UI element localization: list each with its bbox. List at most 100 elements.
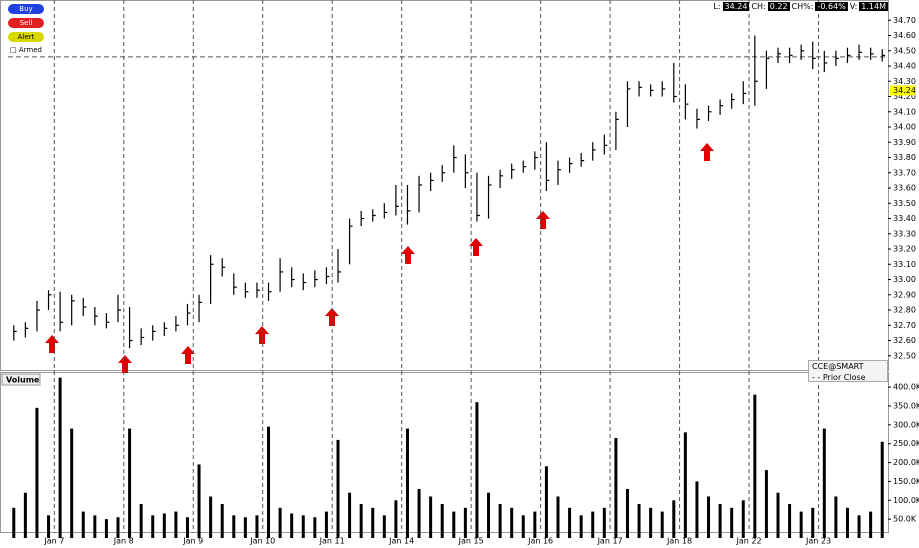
status-value: 34.24 [722, 2, 750, 11]
legend: CCE@SMART - - Prior Close [808, 360, 888, 382]
volume-bar [498, 504, 502, 538]
x-tick-label: Jan 22 [736, 537, 762, 546]
arrow [401, 246, 415, 264]
volume-bar [741, 500, 745, 538]
y-tick-label: 32.60 [893, 336, 916, 345]
armed-label[interactable]: □ Armed [10, 46, 42, 54]
y-tick-label: 300.0K [893, 420, 919, 429]
volume-bar [510, 507, 514, 538]
volume-bar [23, 492, 27, 538]
y-tick-label: 34.10 [893, 107, 916, 116]
y-tick-label: 33.20 [893, 245, 916, 254]
status-label: CH: [751, 2, 766, 11]
volume-bar [764, 470, 768, 538]
status-label: CH%: [791, 2, 814, 11]
volume-bar [429, 496, 433, 538]
x-tick-label: Jan 16 [527, 537, 553, 546]
volume-bar [602, 507, 606, 538]
arrow [181, 346, 195, 364]
arrow [700, 143, 714, 161]
alert-button[interactable]: Alert [8, 32, 44, 42]
volume-bar [371, 507, 375, 538]
volume-bar [209, 496, 213, 538]
volume-bar [695, 481, 699, 538]
volume-bar [788, 504, 792, 538]
status-value: 1.14M [859, 2, 888, 11]
volume-bar [290, 513, 294, 538]
volume-bar [776, 492, 780, 538]
volume-bar [70, 428, 74, 538]
y-tick-label: 34.60 [893, 31, 916, 40]
y-tick-label: 32.70 [893, 321, 916, 330]
sell-button[interactable]: Sell [8, 18, 44, 28]
volume-bar [220, 504, 224, 538]
volume-bar [579, 515, 583, 538]
volume-bar [799, 511, 803, 538]
y-tick-label: 34.70 [893, 16, 916, 25]
volume-bar [197, 464, 201, 538]
y-tick-label: 33.40 [893, 214, 916, 223]
volume-bar [12, 507, 16, 538]
volume-bar [185, 517, 189, 538]
volume-bar [58, 377, 62, 538]
volume-bar [35, 407, 39, 538]
volume-bar [104, 519, 108, 538]
x-tick-label: Jan 7 [43, 537, 64, 546]
y-tick-label: 34.30 [893, 77, 916, 86]
volume-bar [544, 466, 548, 538]
x-tick-label: Jan 9 [182, 537, 203, 546]
volume-title: Volume [6, 376, 40, 385]
y-tick-label: 34.40 [893, 62, 916, 71]
x-tick-label: Jan 23 [805, 537, 831, 546]
y-tick-label: 34.00 [893, 123, 916, 132]
y-tick-label: 32.90 [893, 290, 916, 299]
y-tick-label: 50.0K [893, 515, 917, 524]
volume-bar [591, 511, 595, 538]
x-tick-label: Jan 14 [388, 537, 414, 546]
volume-bar [822, 428, 826, 538]
x-tick-label: Jan 15 [458, 537, 484, 546]
volume-bar [533, 511, 537, 538]
volume-bar [869, 511, 873, 538]
x-tick-label: Jan 17 [597, 537, 623, 546]
volume-bar [81, 511, 85, 538]
y-tick-label: 33.70 [893, 168, 916, 177]
volume-bar [151, 515, 155, 538]
volume-bar [394, 500, 398, 538]
y-tick-label: 33.90 [893, 138, 916, 147]
status-label: L: [713, 2, 721, 11]
volume-bar [47, 515, 51, 538]
signal-arrows [45, 143, 714, 373]
x-tick-label: Jan 10 [249, 537, 275, 546]
y-tick-label: 32.80 [893, 306, 916, 315]
y-tick-label: 350.0K [893, 401, 919, 410]
volume-bar [232, 515, 236, 538]
status-label: V: [849, 2, 858, 11]
buy-button[interactable]: Buy [8, 4, 44, 14]
volume-bar [243, 517, 247, 538]
legend-prior-close-text: Prior Close [822, 373, 866, 382]
y-tick-label: 33.60 [893, 184, 916, 193]
volume-bar [452, 511, 456, 538]
volume-bar [811, 507, 815, 538]
volume-bar [753, 394, 757, 538]
y-tick-label: 33.30 [893, 229, 916, 238]
arrow [45, 335, 59, 353]
volume-bar [683, 432, 687, 538]
volume-bar [834, 496, 838, 538]
volume-bar [359, 504, 363, 538]
volume-bar [313, 517, 317, 538]
y-tick-label: 33.50 [893, 199, 916, 208]
volume-bar [463, 507, 467, 538]
x-tick-label: Jan 18 [666, 537, 692, 546]
armed-text: Armed [18, 46, 42, 54]
volume-bar [255, 515, 259, 538]
volume-bar [417, 488, 421, 538]
legend-prior-close: - - Prior Close [812, 373, 866, 382]
price-frame [0, 0, 889, 371]
y-tick-label: 250.0K [893, 439, 919, 448]
volume-bar [267, 426, 271, 538]
volume-bar [405, 428, 409, 538]
volume-bar [707, 496, 711, 538]
